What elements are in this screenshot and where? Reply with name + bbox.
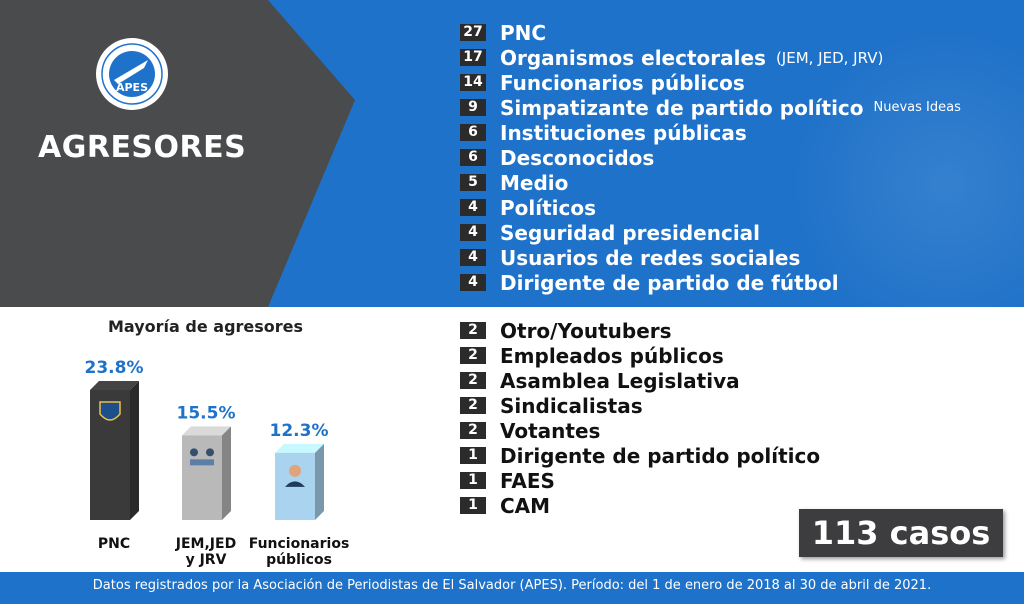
official-suit-icon	[285, 481, 305, 487]
list-item-label: FAES	[500, 468, 555, 493]
list-item-label: Simpatizante de partido político	[500, 95, 864, 120]
chart-title: Mayoría de agresores	[108, 317, 304, 336]
list-item: 9 Simpatizante de partido político Nuevas …	[460, 95, 961, 120]
list-item-label: Seguridad presidencial	[500, 220, 761, 245]
aggressors-list-bottom: 2 Otro/Youtubers 2 Empleados públicos 2 Asa…	[460, 318, 820, 518]
logo-text: APES	[116, 81, 148, 94]
total-cases-badge: 113 casos	[799, 509, 1003, 557]
list-item-label: CAM	[500, 493, 551, 518]
list-item-label: Funcionarios públicos	[500, 70, 745, 95]
list-item: 2 Asamblea Legislativa	[460, 368, 820, 393]
list-item: 1 CAM	[460, 493, 820, 518]
count-badge: 2	[460, 372, 486, 389]
list-item-label: Políticos	[500, 195, 597, 220]
list-item-label: Desconocidos	[500, 145, 655, 170]
list-item: 4 Políticos	[460, 195, 961, 220]
bar	[182, 435, 222, 520]
category-label: PNC	[98, 536, 130, 552]
footer-source-note: Datos registrados por la Asociación de P…	[0, 572, 1024, 604]
background-microphones-decoration	[764, 0, 1024, 307]
list-item-label: Votantes	[500, 418, 601, 443]
category-label: públicos	[266, 552, 332, 568]
list-item: 4 Usuarios de redes sociales	[460, 245, 961, 270]
bar-top-face	[90, 381, 139, 390]
police-badge-icon	[99, 401, 121, 421]
count-badge: 6	[460, 149, 486, 166]
count-badge: 27	[460, 24, 486, 41]
list-item: 2 Otro/Youtubers	[460, 318, 820, 343]
count-badge: 9	[460, 99, 486, 116]
official-head-icon	[289, 464, 301, 477]
meeting-table-icon	[190, 459, 214, 466]
category-label: Funcionarios	[249, 536, 350, 552]
list-item: 4 Dirigente de partido de fútbol	[460, 270, 961, 295]
count-badge: 5	[460, 174, 486, 191]
page-title: AGRESORES	[38, 130, 247, 165]
bar-top-face	[182, 426, 231, 436]
count-badge: 2	[460, 322, 486, 339]
bar-side-face	[222, 426, 231, 520]
list-item: 1 Dirigente de partido político	[460, 443, 820, 468]
list-item: 6 Instituciones públicas	[460, 120, 961, 145]
count-badge: 1	[460, 472, 486, 489]
list-item-label: Organismos electorales	[500, 45, 766, 70]
list-item-label: Empleados públicos	[500, 343, 724, 368]
list-item-label: Usuarios de redes sociales	[500, 245, 801, 270]
count-badge: 1	[460, 497, 486, 514]
list-item-label: Dirigente de partido político	[500, 443, 821, 468]
list-item-label: Medio	[500, 170, 569, 195]
list-item: 1 FAES	[460, 468, 820, 493]
count-badge: 4	[460, 249, 486, 266]
list-item: 2 Votantes	[460, 418, 820, 443]
count-badge: 4	[460, 274, 486, 291]
aggressors-list-top: 27 PNC 17 Organismos electorales (JEM, JED,…	[460, 20, 961, 295]
count-badge: 6	[460, 124, 486, 141]
list-item: 2 Sindicalistas	[460, 393, 820, 418]
person-icon	[190, 448, 198, 457]
count-badge: 2	[460, 397, 486, 414]
category-label: JEM,JED	[175, 536, 236, 552]
apes-logo: APES	[96, 38, 168, 110]
list-item: 4 Seguridad presidencial	[460, 220, 961, 245]
count-badge: 17	[460, 49, 486, 66]
count-badge: 4	[460, 199, 486, 216]
list-item: 5 Medio	[460, 170, 961, 195]
person-icon	[206, 448, 214, 457]
count-badge: 1	[460, 447, 486, 464]
bar-value-label: 15.5%	[177, 403, 236, 423]
count-badge: 4	[460, 224, 486, 241]
count-badge: 2	[460, 422, 486, 439]
bar-value-label: 23.8%	[85, 358, 144, 378]
list-item-label: Otro/Youtubers	[500, 318, 672, 343]
list-item: 17 Organismos electorales (JEM, JED, JRV)	[460, 45, 961, 70]
list-item-label: Instituciones públicas	[500, 120, 747, 145]
category-label: y JRV	[186, 552, 227, 568]
list-item-label: Sindicalistas	[500, 393, 643, 418]
list-item: 2 Empleados públicos	[460, 343, 820, 368]
bar-value-label: 12.3%	[270, 421, 329, 441]
count-badge: 2	[460, 347, 486, 364]
bar-top-face	[275, 443, 324, 453]
list-item-note: Nuevas Ideas	[873, 100, 961, 115]
list-item-label: Dirigente de partido de fútbol	[500, 270, 839, 295]
list-item-label: Asamblea Legislativa	[500, 368, 740, 393]
list-item: 6 Desconocidos	[460, 145, 961, 170]
list-item: 27 PNC	[460, 20, 961, 45]
list-item: 14 Funcionarios públicos	[460, 70, 961, 95]
bar-side-face	[315, 443, 324, 520]
bar-side-face	[130, 381, 139, 520]
count-badge: 14	[460, 74, 486, 91]
list-item-note: (JEM, JED, JRV)	[775, 48, 884, 67]
list-item-label: PNC	[500, 20, 547, 45]
